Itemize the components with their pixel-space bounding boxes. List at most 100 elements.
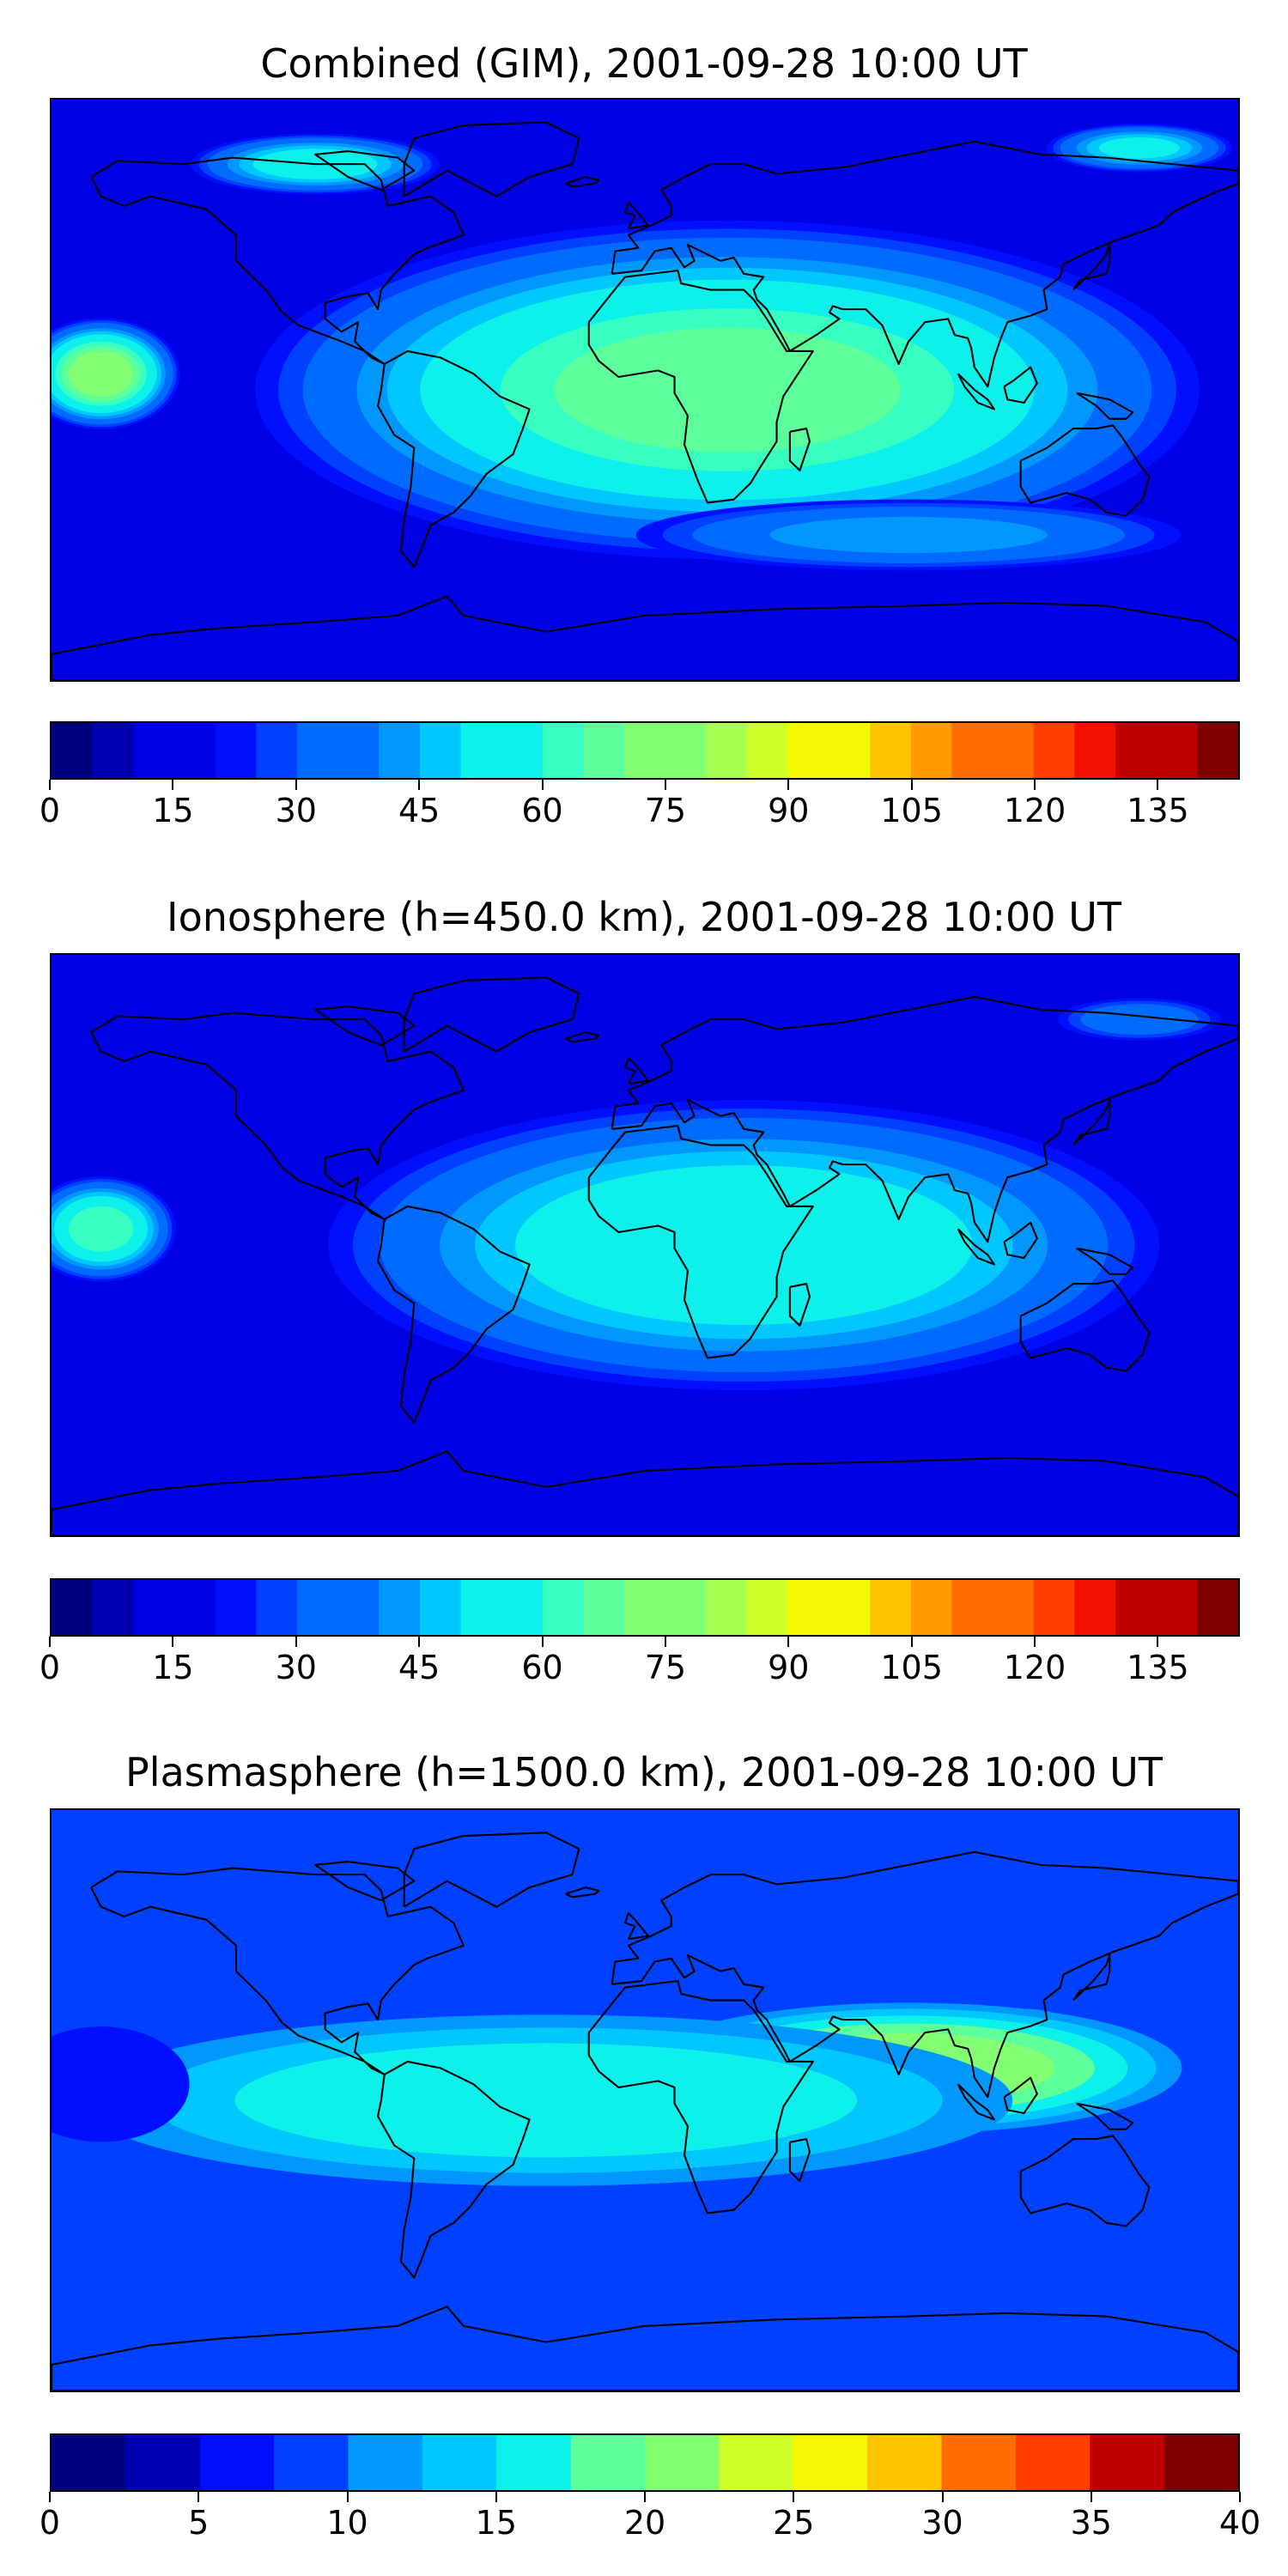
- tick-label: 60: [521, 792, 563, 829]
- tick-mark: [418, 1637, 421, 1647]
- colorbar-segment: [422, 2435, 497, 2490]
- tick-label: 30: [275, 1649, 317, 1686]
- colorbar-segment: [583, 1580, 625, 1635]
- colorbar-segment: [870, 1580, 912, 1635]
- coastline: [90, 1012, 465, 1220]
- coastline: [587, 270, 814, 504]
- coastline: [1076, 1247, 1134, 1275]
- tick-mark: [664, 1637, 666, 1647]
- coastline: [90, 1867, 465, 2075]
- colorbar-segment: [645, 2435, 720, 2490]
- colorbar-segment: [337, 1580, 380, 1635]
- coastline: [376, 349, 531, 568]
- tick-mark: [941, 2492, 944, 2502]
- contour-level: [1098, 137, 1180, 159]
- tick-mark: [49, 780, 51, 790]
- heatmap-blob: [79, 2014, 1013, 2186]
- colorbar-segment: [1074, 723, 1116, 778]
- coastline: [52, 2306, 1238, 2391]
- colorbar-segment: [1156, 1580, 1199, 1635]
- colorbar-segment: [199, 2435, 275, 2490]
- colorbar-segment: [52, 723, 94, 778]
- colorbar-segment: [1163, 2435, 1238, 2490]
- coastline: [1019, 1279, 1151, 1372]
- colorbar-segment: [460, 1580, 502, 1635]
- colorbar-svg: [52, 2435, 1238, 2490]
- coastline: [376, 2060, 531, 2279]
- colorbar-segment: [1115, 1580, 1157, 1635]
- colorbar-segment: [460, 723, 502, 778]
- colorbar-segment: [173, 723, 216, 778]
- colorbar-segment: [1090, 2435, 1165, 2490]
- coastline: [957, 2083, 995, 2121]
- colorbar-segment: [542, 1580, 585, 1635]
- tick-mark: [787, 780, 790, 790]
- coastline: [788, 428, 811, 471]
- colorbar-segment: [747, 723, 789, 778]
- colorbar-segment: [941, 2435, 1017, 2490]
- colorbar-segment: [419, 1580, 462, 1635]
- tick-label: 35: [1070, 2504, 1112, 2542]
- tick-label: 30: [921, 2504, 963, 2542]
- coastline: [587, 1980, 814, 2215]
- tick-label: 0: [39, 2504, 61, 2542]
- heatmap-blob: [304, 1091, 1183, 1399]
- tick-mark: [1034, 780, 1036, 790]
- colorbar-segment: [125, 2435, 201, 2490]
- colorbar-segment: [133, 723, 175, 778]
- tick-mark: [49, 2492, 51, 2502]
- colorbar-segment: [867, 2435, 943, 2490]
- coastline: [623, 1057, 649, 1085]
- colorbar-segment: [829, 723, 871, 778]
- tick-mark: [295, 1637, 297, 1647]
- colorbar-segment: [379, 723, 421, 778]
- colorbar-segment: [910, 723, 953, 778]
- colorbar-segment: [215, 723, 257, 778]
- colorbar-segment: [1156, 723, 1199, 778]
- colorbar-segment: [256, 1580, 298, 1635]
- panel-title: Combined (GIM), 2001-09-28 10:00 UT: [260, 40, 1028, 87]
- colorbar-ticks: 0 15 30 45 60 75 90 105 120 135: [39, 1637, 1240, 1688]
- map-plot: [50, 1808, 1240, 2392]
- coastlines: [52, 121, 1238, 680]
- tick-mark: [418, 780, 421, 790]
- heatmap-svg: [52, 100, 1238, 680]
- heatmap-blob: [52, 1173, 180, 1285]
- tick-label: 90: [768, 1649, 810, 1686]
- colorbar-segment: [256, 723, 298, 778]
- coastline: [788, 2138, 811, 2182]
- contour-level: [564, 1182, 923, 1308]
- coastline: [623, 1912, 649, 1941]
- map-plot: [50, 98, 1240, 682]
- colorbar-segment: [787, 1580, 830, 1635]
- heatmap-blob: [52, 2026, 190, 2142]
- heatmap-blob: [52, 318, 180, 430]
- tick-label: 75: [644, 1649, 687, 1686]
- colorbar-segment: [501, 1580, 544, 1635]
- tick-label: 15: [152, 792, 194, 829]
- coastline: [1072, 1098, 1111, 1146]
- colorbar-segment: [993, 1580, 1035, 1635]
- colorbar-segment: [706, 723, 748, 778]
- coastline: [611, 1850, 1238, 2099]
- heatmap-svg: [52, 955, 1238, 1535]
- tick-mark: [1034, 1637, 1036, 1647]
- coastline: [565, 1031, 600, 1043]
- tick-label: 75: [644, 792, 687, 829]
- tick-mark: [197, 2492, 200, 2502]
- coastline: [314, 1861, 416, 1902]
- tick-label: 135: [1127, 1649, 1189, 1686]
- colorbar-segment: [870, 723, 912, 778]
- colorbar-segment: [419, 723, 462, 778]
- coastline: [1019, 424, 1151, 517]
- colorbar-segment: [1033, 1580, 1076, 1635]
- colorbar-segment: [1115, 723, 1157, 778]
- colorbar-segment: [501, 723, 544, 778]
- colorbar-segment: [173, 1580, 216, 1635]
- coastline: [403, 976, 580, 1053]
- tick-label: 15: [152, 1649, 194, 1686]
- coastline: [90, 156, 465, 365]
- colorbar-segment: [665, 1580, 708, 1635]
- colorbar-segment: [910, 1580, 953, 1635]
- colorbar-segment: [52, 2435, 127, 2490]
